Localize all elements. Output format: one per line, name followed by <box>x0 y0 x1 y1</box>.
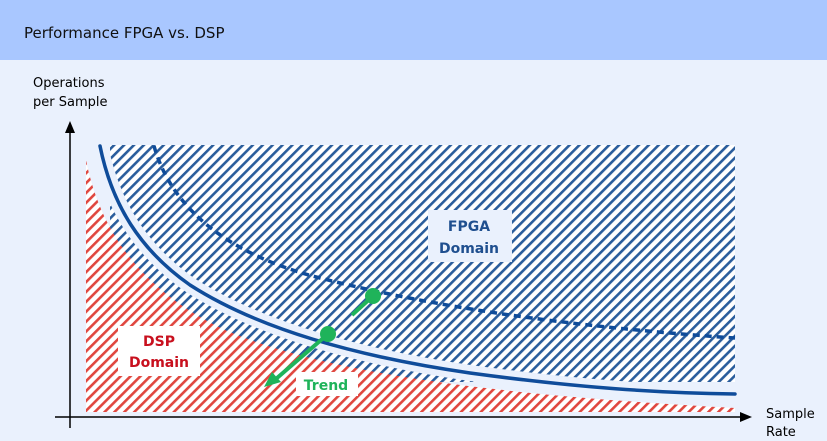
fpga-domain-label-line1: FPGA <box>448 219 490 235</box>
trend-label-backdrop <box>296 372 358 396</box>
fpga-domain-label-line2: Domain <box>439 241 499 257</box>
title-bar: Performance FPGA vs. DSP <box>0 0 827 60</box>
x-axis <box>55 412 752 422</box>
dsp-domain-label-line1: DSP <box>143 334 175 350</box>
slide-title: Performance FPGA vs. DSP <box>24 24 225 42</box>
solid-performance-curve <box>98 144 737 396</box>
trend-arrow-lower <box>264 326 336 387</box>
dsp-label-backdrop <box>118 326 200 376</box>
y-axis-label-line2: per Sample <box>33 95 107 110</box>
y-axis <box>65 121 75 428</box>
fpga-label-backdrop <box>428 210 512 262</box>
dsp-domain-label-line2: Domain <box>129 355 189 371</box>
x-axis-label-line2: Rate <box>766 425 796 440</box>
trend-arrow-upper <box>350 288 381 317</box>
x-axis-label-line1: Sample <box>766 407 815 422</box>
y-axis-label-line1: Operations <box>33 76 105 91</box>
dashed-future-curve <box>152 145 736 340</box>
trend-label: Trend <box>304 378 348 394</box>
